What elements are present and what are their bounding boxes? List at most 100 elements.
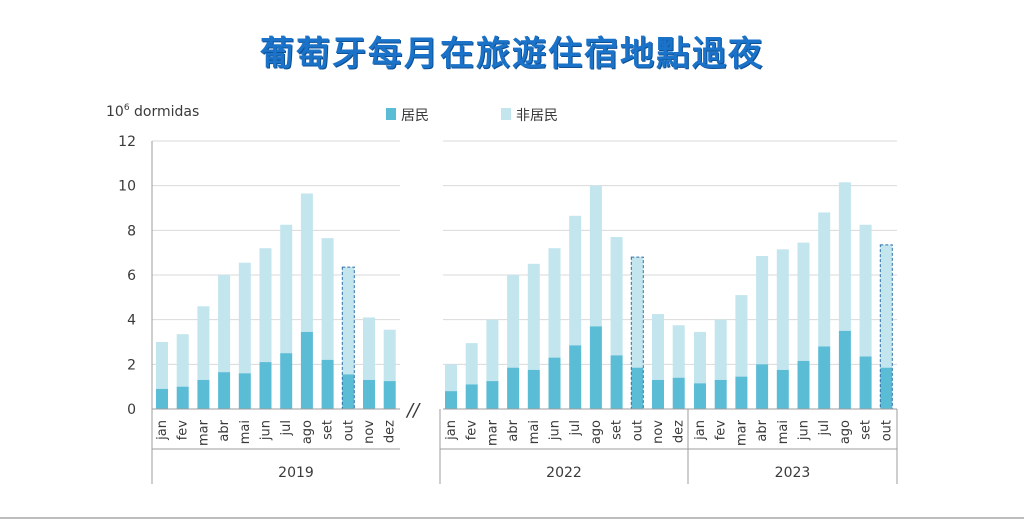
month-label: mai xyxy=(527,420,542,444)
month-label: mai xyxy=(238,420,253,444)
month-label: fev xyxy=(465,420,480,441)
bar-residents-2019-mai xyxy=(238,373,251,409)
legend-swatch-nonresidents xyxy=(501,108,511,120)
month-label: ago xyxy=(300,420,315,444)
bar-non-residents-2019-dez xyxy=(383,329,396,382)
bar-non-residents-2023-abr xyxy=(756,256,769,365)
month-label: jan xyxy=(693,420,708,441)
y-tick-label: 2 xyxy=(127,357,136,373)
month-label: dez xyxy=(383,420,398,443)
month-label: jul xyxy=(568,420,583,436)
y-tick-label: 12 xyxy=(118,134,136,150)
month-label: set xyxy=(610,420,625,440)
bar-residents-2019-mar xyxy=(197,379,210,409)
month-label: abr xyxy=(506,419,521,441)
month-label: nov xyxy=(651,420,666,444)
month-label: fev xyxy=(714,420,729,441)
bar-residents-2023-abr xyxy=(756,364,769,409)
month-label: jun xyxy=(797,420,812,441)
bar-residents-2022-jun xyxy=(548,357,561,409)
bar-residents-2022-out xyxy=(631,367,644,409)
bar-non-residents-2022-jun xyxy=(548,248,561,358)
bar-residents-2019-fev xyxy=(176,386,189,409)
bar-non-residents-2022-ago xyxy=(589,185,602,327)
y-tick-label: 8 xyxy=(127,223,136,239)
year-label-2022: 2022 xyxy=(546,465,582,481)
month-label: mai xyxy=(776,420,791,444)
month-label: out xyxy=(879,420,894,441)
bar-non-residents-2023-jun xyxy=(797,242,810,361)
bar-non-residents-2019-mai xyxy=(238,262,251,374)
bar-non-residents-2022-jul xyxy=(569,215,582,346)
bar-residents-2023-out xyxy=(880,367,893,409)
bar-non-residents-2023-out xyxy=(880,244,893,368)
bar-residents-2023-jul xyxy=(818,346,831,409)
bar-residents-2019-set xyxy=(321,359,334,409)
month-label: jan xyxy=(155,420,170,441)
bar-non-residents-2022-set xyxy=(610,237,623,356)
bar-residents-2023-set xyxy=(859,356,872,409)
month-label: set xyxy=(321,420,336,440)
y-axis-unit: 106 dormidas xyxy=(106,103,199,120)
bar-non-residents-2022-out xyxy=(631,257,644,368)
bar-residents-2022-nov xyxy=(652,379,664,409)
bar-non-residents-2023-jul xyxy=(818,212,831,347)
bar-residents-2022-jul xyxy=(569,345,582,409)
bar-non-residents-2019-nov xyxy=(363,317,375,380)
bar-residents-2019-nov xyxy=(363,379,375,409)
month-label: out xyxy=(630,420,645,441)
bar-non-residents-2019-out xyxy=(342,267,355,375)
bar-non-residents-2022-mai xyxy=(527,263,540,370)
bar-non-residents-2019-jul xyxy=(280,224,293,354)
year-label-2019: 2019 xyxy=(278,465,314,481)
month-label: jun xyxy=(259,420,274,441)
bar-residents-2019-dez xyxy=(383,381,396,409)
bar-residents-2023-jun xyxy=(797,360,810,409)
axes xyxy=(151,141,898,484)
bar-non-residents-2022-jan xyxy=(445,364,457,392)
month-label: jun xyxy=(548,420,563,441)
bar-residents-2019-jan xyxy=(156,388,168,409)
bar-residents-2023-fev xyxy=(714,379,727,409)
month-label: mar xyxy=(734,419,749,446)
month-label: ago xyxy=(589,420,604,444)
bar-residents-2019-abr xyxy=(218,372,231,409)
y-tick-label: 6 xyxy=(127,268,136,284)
bar-residents-2022-mar xyxy=(486,381,499,409)
month-label: jul xyxy=(817,420,832,436)
axis-break-mark: // xyxy=(405,400,421,421)
month-label: dez xyxy=(672,420,687,443)
bar-non-residents-2022-abr xyxy=(507,275,520,368)
bar-non-residents-2019-jan xyxy=(156,342,168,389)
bar-provisional-outline-2022-out xyxy=(630,256,644,410)
bars xyxy=(156,182,893,410)
bar-non-residents-2019-ago xyxy=(300,193,313,332)
month-label: set xyxy=(859,420,874,440)
month-label: abr xyxy=(755,419,770,441)
bar-residents-2019-out xyxy=(342,374,355,409)
legend-label-residents: 居民 xyxy=(401,108,429,124)
bar-residents-2022-jan xyxy=(445,391,457,409)
bar-non-residents-2019-abr xyxy=(218,275,231,373)
legend-label-nonresidents: 非居民 xyxy=(516,108,558,124)
month-label: mar xyxy=(196,419,211,446)
bar-non-residents-2019-fev xyxy=(176,334,189,387)
bar-non-residents-2022-mar xyxy=(486,319,499,382)
bar-non-residents-2023-mar xyxy=(735,295,748,377)
bar-non-residents-2019-jun xyxy=(259,248,272,363)
bar-residents-2022-mai xyxy=(527,369,540,409)
bar-residents-2022-ago xyxy=(589,326,602,409)
month-label: jan xyxy=(444,420,459,441)
page-title: 葡萄牙每月在旅遊住宿地點過夜 xyxy=(260,34,764,74)
legend-swatch-residents xyxy=(386,108,396,120)
bar-residents-2019-jul xyxy=(280,353,293,409)
bar-non-residents-2023-jan xyxy=(694,331,706,384)
bar-residents-2022-set xyxy=(610,355,623,409)
month-label: abr xyxy=(217,419,232,441)
gridlines xyxy=(152,140,897,365)
bar-non-residents-2023-set xyxy=(859,224,872,357)
bar-non-residents-2023-fev xyxy=(714,319,727,380)
bar-non-residents-2019-set xyxy=(321,238,334,360)
